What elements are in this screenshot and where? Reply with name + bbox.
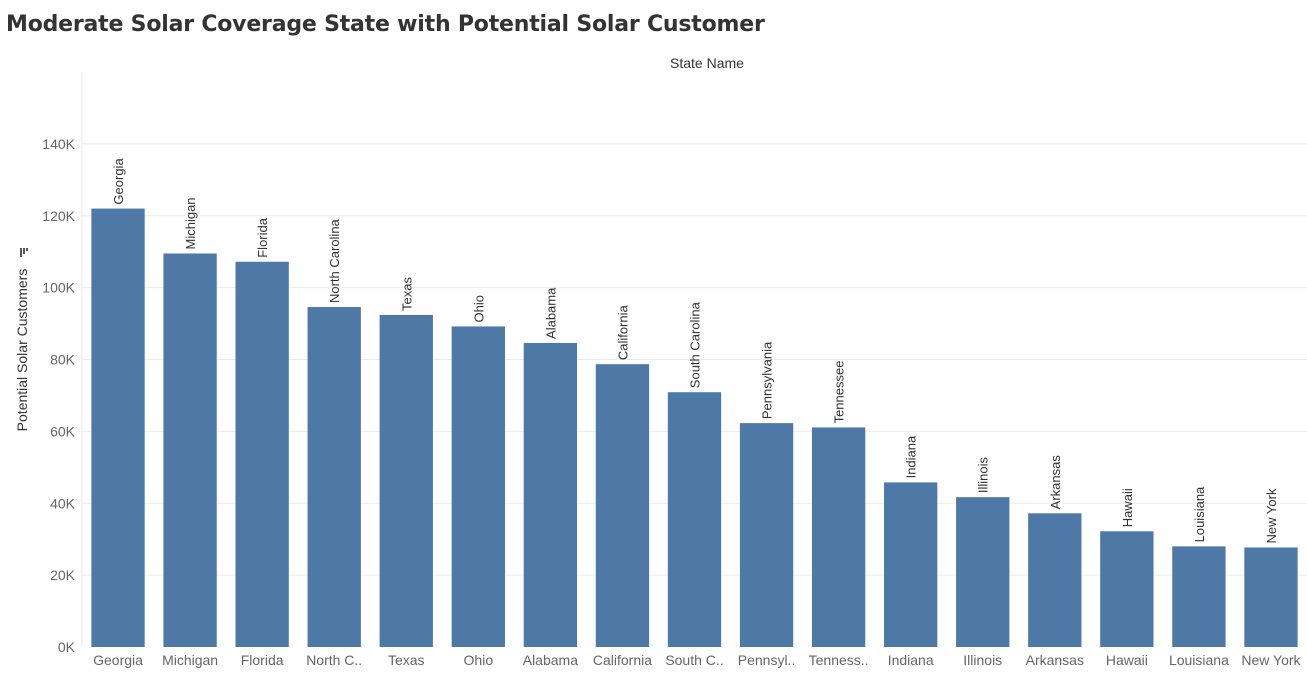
bar-label: Alabama — [543, 287, 558, 339]
column-header: State Name — [670, 55, 744, 71]
x-tick-label: Georgia — [93, 652, 143, 668]
x-tick-label: Texas — [388, 652, 425, 668]
x-tick-label: Hawaii — [1106, 652, 1148, 668]
x-tick-label: Louisiana — [1169, 652, 1229, 668]
bar[interactable] — [163, 253, 217, 647]
bar-label: North Carolina — [327, 218, 342, 303]
bar-label: New York — [1264, 488, 1279, 543]
bar[interactable] — [956, 497, 1010, 647]
bar-label: Florida — [255, 217, 270, 258]
y-tick-label: 0K — [58, 639, 76, 655]
bars — [91, 208, 1298, 647]
bar[interactable] — [523, 342, 578, 647]
x-tick-label: South C.. — [665, 652, 723, 668]
y-tick-label: 20K — [50, 567, 76, 583]
y-tick-label: 60K — [50, 423, 76, 439]
x-tick-label: Indiana — [888, 652, 934, 668]
bar-label: California — [615, 304, 630, 360]
bar[interactable] — [595, 364, 650, 647]
bar-label: Texas — [399, 276, 414, 310]
x-tick-label: California — [593, 652, 652, 668]
x-tick-label: Tenness.. — [809, 652, 869, 668]
x-tick-label: North C.. — [306, 652, 362, 668]
bar[interactable] — [667, 392, 722, 647]
bar-label: Arkansas — [1048, 455, 1063, 510]
page-title: Moderate Solar Coverage State with Poten… — [6, 12, 765, 37]
bar-label: Louisiana — [1192, 486, 1207, 542]
bar[interactable] — [91, 208, 145, 647]
bar[interactable] — [739, 423, 794, 647]
x-tick-label: Illinois — [963, 652, 1002, 668]
bar-label: Pennsylvania — [760, 341, 775, 419]
bar[interactable] — [379, 314, 433, 647]
x-tick-label: Alabama — [523, 652, 578, 668]
bar-label: Georgia — [111, 158, 126, 205]
bar[interactable] — [307, 307, 361, 647]
bar-label: Ohio — [471, 295, 486, 322]
bar[interactable] — [1028, 513, 1082, 647]
y-tick-label: 140K — [42, 136, 75, 152]
bar[interactable] — [1244, 547, 1298, 647]
bar-label: Tennessee — [832, 361, 847, 424]
bar[interactable] — [1100, 531, 1154, 647]
bar[interactable] — [811, 427, 866, 647]
bar-label: Michigan — [183, 197, 198, 249]
bar[interactable] — [1172, 546, 1226, 647]
x-tick-label: Pennsyl.. — [738, 652, 796, 668]
y-axis-ticks: 0K 20K 40K 60K 80K 100K 120K 140K — [42, 136, 75, 655]
x-tick-label: Michigan — [162, 652, 218, 668]
x-tick-label: Florida — [241, 652, 284, 668]
x-tick-label: Ohio — [464, 652, 494, 668]
bar-label: Hawaii — [1120, 488, 1135, 527]
y-axis-label: Potential Solar Customers — [14, 269, 30, 432]
x-tick-label: Arkansas — [1026, 652, 1084, 668]
y-tick-label: 80K — [50, 352, 76, 368]
bar-label: Illinois — [976, 457, 991, 494]
bar-label: South Carolina — [688, 301, 703, 388]
y-tick-label: 40K — [50, 495, 76, 511]
x-tick-label: New York — [1241, 652, 1301, 668]
x-axis-ticks: Georgia Michigan Florida North C.. Texas Ohio… — [93, 652, 1301, 668]
y-tick-label: 120K — [42, 208, 75, 224]
bar-labels: Georgia Michigan Florida North Carolina Texa… — [111, 158, 1279, 544]
bar[interactable] — [451, 326, 505, 647]
bar-label: Indiana — [904, 435, 919, 478]
bar[interactable] — [884, 482, 938, 647]
sort-icon[interactable] — [20, 248, 28, 257]
y-tick-label: 100K — [42, 280, 75, 296]
bar[interactable] — [235, 261, 289, 647]
